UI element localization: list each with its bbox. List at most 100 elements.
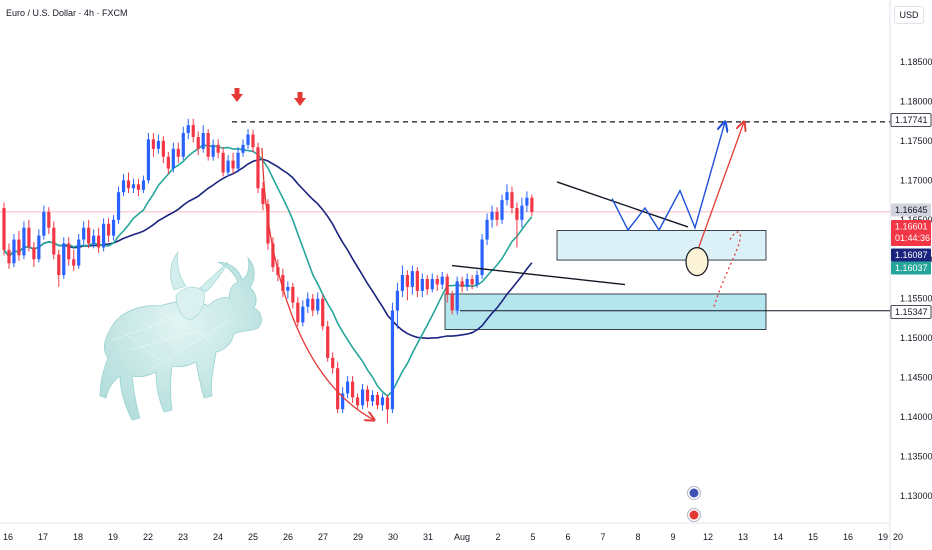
candle-body <box>62 243 66 276</box>
candle-body <box>505 192 509 201</box>
x-tick-label: 7 <box>600 532 605 542</box>
alternate-projection-dotted <box>713 231 741 307</box>
candle-body <box>296 302 300 323</box>
projection-arrow-up <box>694 122 744 258</box>
candle-body <box>311 298 315 311</box>
candle-body <box>480 239 484 276</box>
candle-body <box>510 192 514 208</box>
candle-body <box>7 249 11 264</box>
candle-body <box>47 211 51 228</box>
candle-body <box>97 235 101 248</box>
currency-badge[interactable]: USD <box>894 6 924 24</box>
down-arrow-icon <box>294 98 306 106</box>
candle-body <box>425 279 429 290</box>
candle-body <box>455 281 459 311</box>
candle-body <box>87 227 91 244</box>
x-tick-label: 17 <box>38 532 48 542</box>
candle-body <box>495 211 499 220</box>
bull-head <box>175 286 205 321</box>
y-tick-label: 1.17000 <box>900 175 932 185</box>
candle-body <box>490 211 494 220</box>
x-tick-label: 30 <box>388 532 398 542</box>
candle-body <box>116 192 121 220</box>
candle-body <box>126 180 131 189</box>
event-flag-dot <box>689 488 699 498</box>
candle-body <box>221 152 225 173</box>
candle-body <box>306 298 310 307</box>
candle-body <box>415 271 419 291</box>
candle-body <box>460 281 464 287</box>
candle-body <box>131 184 136 189</box>
candle-body <box>136 184 141 190</box>
x-tick-label: 18 <box>73 532 83 542</box>
candle-body <box>316 298 320 311</box>
candle-body <box>12 239 16 264</box>
candle-body <box>2 207 6 250</box>
candle-body <box>42 211 46 236</box>
triangle-trendline <box>451 264 626 286</box>
candle-body <box>261 188 265 205</box>
candle-body <box>405 275 409 287</box>
price-tag-label: 1.16601 <box>895 222 928 232</box>
candle-body <box>196 136 200 149</box>
candle-body <box>445 276 449 295</box>
x-tick-label: 26 <box>283 532 293 542</box>
candle-body <box>191 125 195 137</box>
candle-body <box>77 239 81 266</box>
candles <box>2 118 534 424</box>
y-tick-label: 1.15500 <box>900 294 932 304</box>
x-tick-label: 9 <box>670 532 675 542</box>
candle-body <box>291 286 295 303</box>
candle-body <box>336 368 340 410</box>
candle-body <box>450 294 454 311</box>
candle-body <box>346 381 350 394</box>
candle-body <box>121 180 126 193</box>
candle-body <box>92 235 96 244</box>
moving-average-fast <box>3 143 533 398</box>
y-tick-label: 1.16500 <box>900 215 932 225</box>
candle-body <box>106 223 111 236</box>
price-tag-label: 1.16037 <box>895 263 928 273</box>
candle-body <box>341 393 345 410</box>
bullish-path-projection <box>611 122 725 232</box>
candle-body <box>530 197 534 212</box>
candle-body <box>475 275 479 285</box>
candle-body <box>500 200 504 220</box>
price-tag <box>891 261 931 275</box>
x-tick-label: 13 <box>738 532 748 542</box>
x-tick-label: 24 <box>213 532 223 542</box>
candle-body <box>17 239 21 256</box>
x-tick-label: 20 <box>893 532 903 542</box>
candle-body <box>82 227 86 240</box>
x-tick-label: 2 <box>495 532 500 542</box>
candle-body <box>355 397 360 406</box>
candle-body <box>465 279 469 287</box>
candle-body <box>57 254 61 276</box>
y-tick-label: 1.18500 <box>900 57 932 67</box>
bull-illustration <box>99 250 262 421</box>
candle-body <box>211 144 215 157</box>
y-tick-label: 1.17500 <box>900 136 932 146</box>
y-tick-label: 1.13000 <box>900 491 932 501</box>
candle-body <box>271 243 275 268</box>
event-flag-dot <box>689 510 699 520</box>
candle-body <box>430 279 434 290</box>
candle-body <box>176 148 180 157</box>
candle-body <box>395 290 400 311</box>
candle-body <box>141 180 146 190</box>
x-tick-label: 19 <box>108 532 118 542</box>
x-tick-label: 29 <box>353 532 363 542</box>
price-tag <box>890 113 932 127</box>
candle-body <box>67 243 71 260</box>
price-tag <box>891 220 931 246</box>
bull-horn-right <box>199 261 229 293</box>
y-tick-label: 1.14000 <box>900 412 932 422</box>
candle-body <box>331 357 335 369</box>
candle-body <box>246 134 250 145</box>
x-tick-label: 14 <box>773 532 783 542</box>
x-tick-label: 6 <box>565 532 570 542</box>
candle-body <box>171 148 175 169</box>
candle-body <box>520 205 524 220</box>
price-tag <box>891 248 931 262</box>
